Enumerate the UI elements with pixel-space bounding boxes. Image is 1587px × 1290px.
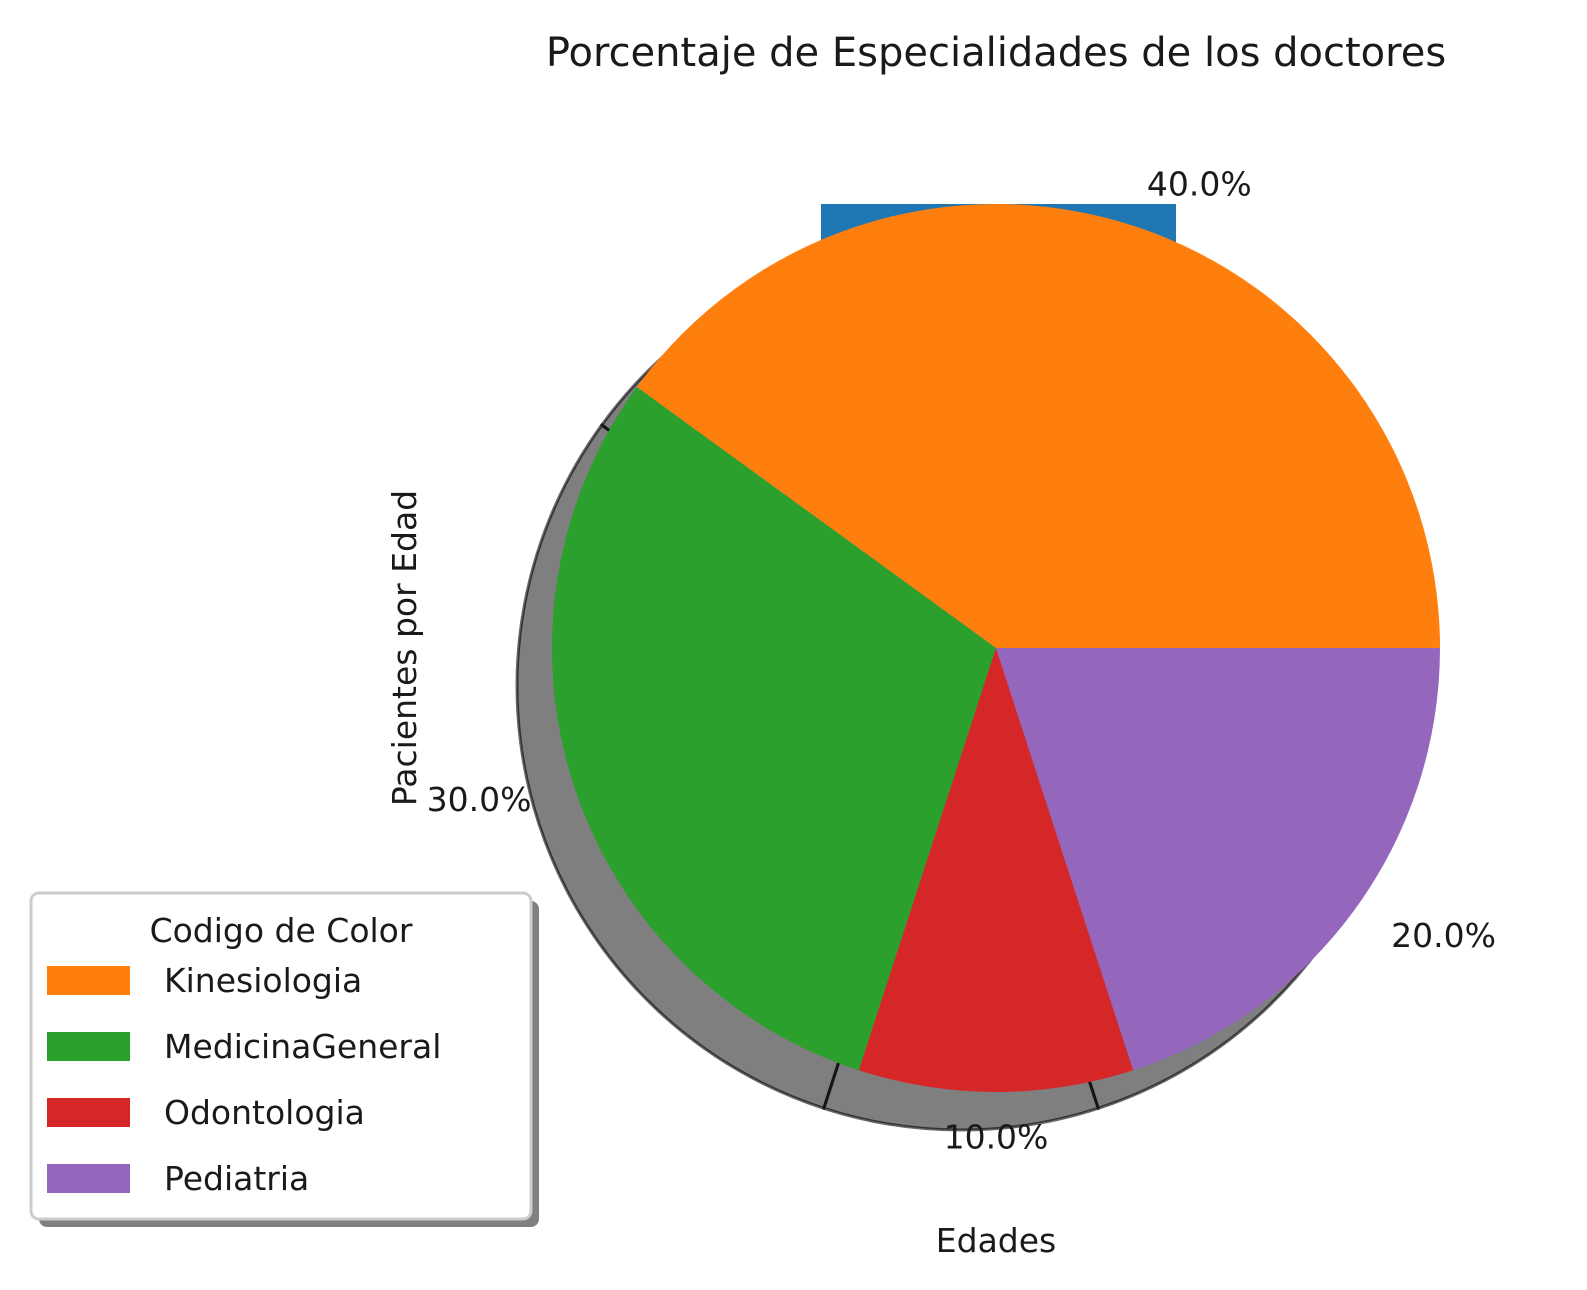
pie-slices (552, 204, 1440, 1092)
pct-label-kinesiologia: 40.0% (1147, 165, 1252, 204)
legend-swatch-pediatria (47, 1164, 130, 1193)
legend-swatch-medicinageneral (47, 1032, 130, 1061)
pie-slice-pediatria (996, 648, 1440, 1071)
pie-slice-odontologia (858, 648, 1134, 1092)
y-axis-label: Pacientes por Edad (385, 490, 424, 806)
legend-swatch-kinesiologia (47, 966, 130, 995)
legend-items: Kinesiologia MedicinaGeneral Odontologia Pe… (47, 961, 441, 1198)
legend-swatch-odontologia (47, 1098, 130, 1127)
legend-label-medicinageneral: MedicinaGeneral (164, 1027, 441, 1066)
pie-slice-kinesiologia (636, 204, 1440, 648)
legend-label-pediatria: Pediatria (164, 1159, 309, 1198)
pct-label-medicinageneral: 30.0% (427, 780, 532, 819)
chart-title: Porcentaje de Especialidades de los doct… (546, 30, 1446, 76)
legend: Codigo de Color Kinesiologia MedicinaGene… (29, 891, 539, 1227)
pct-label-pediatria: 20.0% (1391, 916, 1496, 955)
pct-label-odontologia: 10.0% (944, 1117, 1049, 1156)
legend-title: Codigo de Color (150, 911, 413, 950)
legend-box (29, 891, 533, 1221)
x-axis-label: Edades (936, 1221, 1056, 1260)
legend-label-kinesiologia: Kinesiologia (164, 961, 362, 1000)
pie-slice-medicinageneral (552, 387, 996, 1071)
legend-label-odontologia: Odontologia (164, 1093, 365, 1132)
percentage-labels: 40.0% 30.0% 10.0% 20.0% (427, 165, 1496, 1157)
